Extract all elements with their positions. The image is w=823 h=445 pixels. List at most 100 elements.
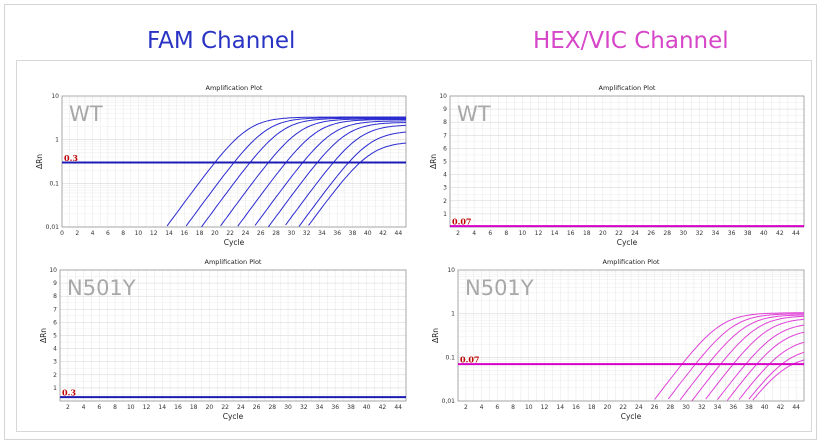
x-tick-label: 36 [728, 230, 736, 237]
x-tick-label: 40 [364, 230, 372, 237]
x-tick-label: 2 [66, 404, 70, 411]
amplification-curve [667, 313, 804, 400]
amplification-curve [285, 124, 407, 226]
y-tick-label: 0.1 [445, 354, 455, 361]
y-tick-label: 7 [53, 306, 57, 313]
x-tick-label: 36 [729, 404, 737, 411]
y-tick-label: 1 [53, 385, 57, 392]
amplification-curve [185, 117, 406, 227]
amplification-curve [705, 318, 805, 400]
x-tick-label: 32 [303, 230, 311, 237]
x-tick-label: 22 [226, 230, 234, 237]
x-tick-label: 6 [106, 230, 110, 237]
y-tick-label: 0,1 [49, 180, 59, 187]
y-tick-label: 8 [53, 293, 57, 300]
y-tick-label: 1 [443, 211, 447, 218]
x-tick-label: 28 [666, 404, 674, 411]
x-tick-label: 36 [331, 404, 339, 411]
x-tick-label: 10 [525, 404, 533, 411]
amplification-curve [654, 312, 804, 400]
x-tick-label: 44 [395, 230, 403, 237]
x-tick-label: 6 [488, 230, 492, 237]
x-tick-label: 38 [349, 230, 357, 237]
x-tick-label: 44 [394, 404, 402, 411]
x-tick-label: 22 [619, 404, 627, 411]
grid [449, 95, 805, 228]
y-tick-label: 0,01 [46, 224, 60, 231]
x-tick-label: 22 [615, 230, 623, 237]
x-axis-title: Cycle [223, 412, 244, 421]
x-tick-label: 42 [379, 230, 387, 237]
x-axis-title: Cycle [617, 238, 638, 247]
amplification-curve [717, 324, 805, 401]
x-tick-label: 30 [679, 230, 687, 237]
x-tick-label: 24 [631, 230, 639, 237]
x-tick-label: 28 [272, 230, 280, 237]
y-tick-label: 1 [451, 311, 455, 318]
x-tick-label: 24 [635, 404, 643, 411]
amplification-curve [752, 359, 805, 401]
sample-label: N501Y [67, 276, 136, 300]
amplification-curves [654, 312, 805, 402]
y-axis-title: ΔRn [431, 328, 440, 343]
x-tick-label: 10 [519, 230, 527, 237]
x-tick-label: 20 [206, 404, 214, 411]
x-tick-label: 38 [745, 404, 753, 411]
y-tick-label: 6 [53, 319, 57, 326]
amplification-curve [201, 117, 406, 228]
x-tick-label: 14 [551, 230, 559, 237]
y-tick-label: 3 [53, 359, 57, 366]
threshold-label: 0.07 [452, 217, 471, 227]
y-tick-label: 2 [443, 198, 447, 205]
x-tick-label: 24 [242, 230, 250, 237]
x-tick-label: 38 [347, 404, 355, 411]
x-tick-label: 2 [75, 230, 79, 237]
x-tick-label: 22 [221, 404, 229, 411]
y-tick-label: 7 [443, 132, 447, 139]
x-tick-label: 8 [504, 230, 508, 237]
x-tick-label: 30 [288, 230, 296, 237]
grid [457, 270, 805, 402]
x-tick-label: 12 [541, 404, 549, 411]
amplification-curve [298, 131, 407, 227]
x-tick-label: 6 [495, 404, 499, 411]
y-tick-label: 10 [439, 93, 447, 100]
x-tick-label: 28 [268, 404, 276, 411]
x-tick-label: 40 [363, 404, 371, 411]
x-tick-label: 12 [535, 230, 543, 237]
fam-channel-title: FAM Channel [147, 28, 296, 54]
threshold-label: 0.3 [64, 153, 78, 163]
x-tick-label: 42 [379, 404, 387, 411]
x-tick-label: 12 [143, 404, 151, 411]
x-tick-label: 20 [599, 230, 607, 237]
amplification-curve [267, 122, 407, 228]
x-tick-label: 40 [761, 404, 769, 411]
amplification-curve [166, 116, 406, 227]
sample-label: WT [69, 102, 103, 126]
chart-fam-n501y: Amplification Plot 2 4 6 8 10 12 14 16 18 20 22 24 26… [36, 252, 412, 426]
y-tick-label: 8 [443, 119, 447, 126]
sample-label: N501Y [465, 276, 534, 300]
chart-hex-wt: Amplification Plot 2 4 6 8 10 12 14 16 18 20 22 24 26… [428, 78, 808, 248]
x-tick-label: 6 [97, 404, 101, 411]
amplification-curve [726, 331, 805, 401]
x-tick-label: 2 [464, 404, 468, 411]
x-tick-label: 16 [174, 404, 182, 411]
x-tick-label: 42 [776, 230, 784, 237]
amplification-curve [220, 118, 406, 227]
x-tick-label: 4 [472, 230, 476, 237]
y-tick-label: 5 [443, 159, 447, 166]
x-tick-label: 16 [567, 230, 575, 237]
sample-label: WT [457, 102, 491, 126]
x-tick-label: 14 [158, 404, 166, 411]
plot-border [457, 269, 805, 402]
x-axis-title: Cycle [224, 238, 245, 247]
x-tick-label: 18 [583, 230, 591, 237]
y-tick-label: 0,01 [442, 398, 456, 405]
x-tick-label: 8 [113, 404, 117, 411]
x-tick-label: 4 [480, 404, 484, 411]
x-tick-label: 10 [127, 404, 135, 411]
